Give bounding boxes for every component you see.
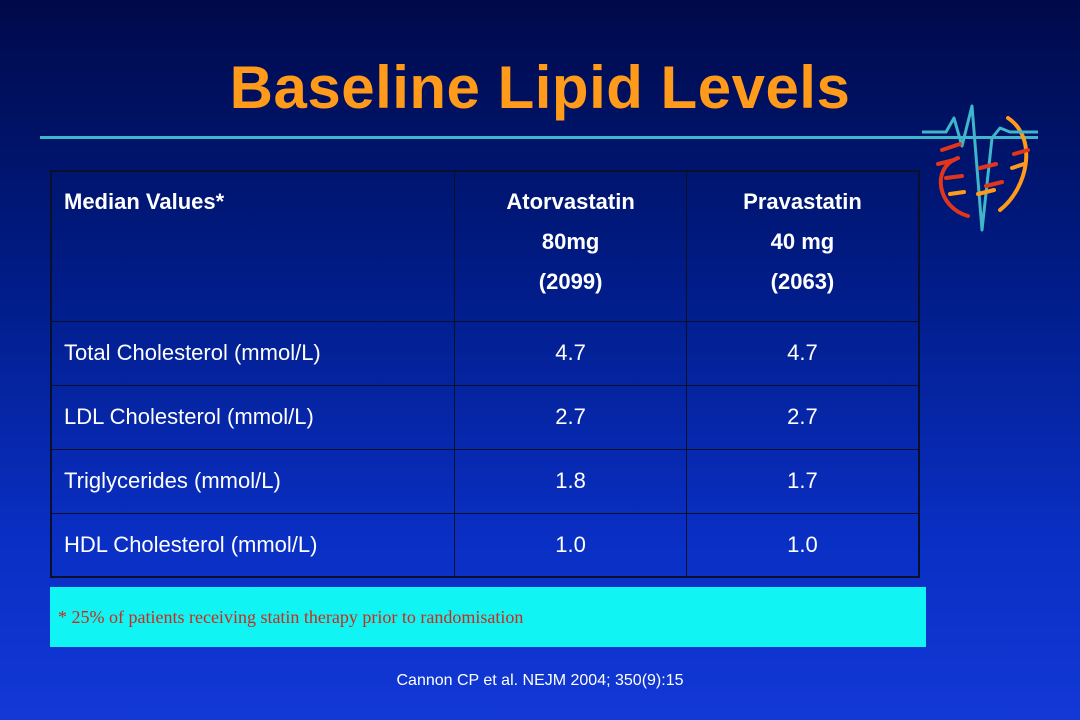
pravastatin-value: 4.7: [685, 320, 920, 386]
table-row: Total Cholesterol (mmol/L) 4.7 4.7: [50, 320, 920, 386]
pravastatin-value: 1.7: [685, 448, 920, 514]
header-line: 40 mg: [770, 229, 835, 254]
lipid-levels-table: Median Values* Atorvastatin 80mg (2099) …: [50, 170, 920, 578]
header-line: (2063): [770, 269, 835, 294]
footnote-text: * 25% of patients receiving statin thera…: [58, 606, 524, 627]
header-line: Atorvastatin: [506, 189, 635, 214]
table-header-row: Median Values* Atorvastatin 80mg (2099) …: [50, 170, 920, 322]
footnote-box: * 25% of patients receiving statin thera…: [50, 587, 926, 647]
header-line: Median Values*: [64, 189, 225, 214]
citation: Cannon CP et al. NEJM 2004; 350(9):15: [396, 672, 684, 689]
row-label: LDL Cholesterol (mmol/L): [50, 384, 456, 450]
atorvastatin-value: 1.0: [454, 512, 687, 578]
pravastatin-value: 1.0: [685, 512, 920, 578]
atorvastatin-value: 2.7: [454, 384, 687, 450]
header-pravastatin: Pravastatin 40 mg (2063): [685, 170, 920, 322]
atorvastatin-value: 4.7: [454, 320, 687, 386]
row-label: Triglycerides (mmol/L): [50, 448, 456, 514]
header-line: 80mg: [541, 229, 600, 254]
table-row: HDL Cholesterol (mmol/L) 1.0 1.0: [50, 512, 920, 578]
atorvastatin-value: 1.8: [454, 448, 687, 514]
heartbeat-logo-icon: [922, 104, 1038, 232]
row-label: HDL Cholesterol (mmol/L): [50, 512, 456, 578]
row-label: Total Cholesterol (mmol/L): [50, 320, 456, 386]
slide-title: Baseline Lipid Levels: [229, 54, 851, 121]
pravastatin-value: 2.7: [685, 384, 920, 450]
table-row: LDL Cholesterol (mmol/L) 2.7 2.7: [50, 384, 920, 450]
header-line: Pravastatin: [743, 189, 862, 214]
header-median-values: Median Values*: [50, 170, 456, 322]
header-line: (2099): [538, 269, 603, 294]
header-atorvastatin: Atorvastatin 80mg (2099): [454, 170, 687, 322]
title-divider: [40, 136, 1038, 139]
table-row: Triglycerides (mmol/L) 1.8 1.7: [50, 448, 920, 514]
